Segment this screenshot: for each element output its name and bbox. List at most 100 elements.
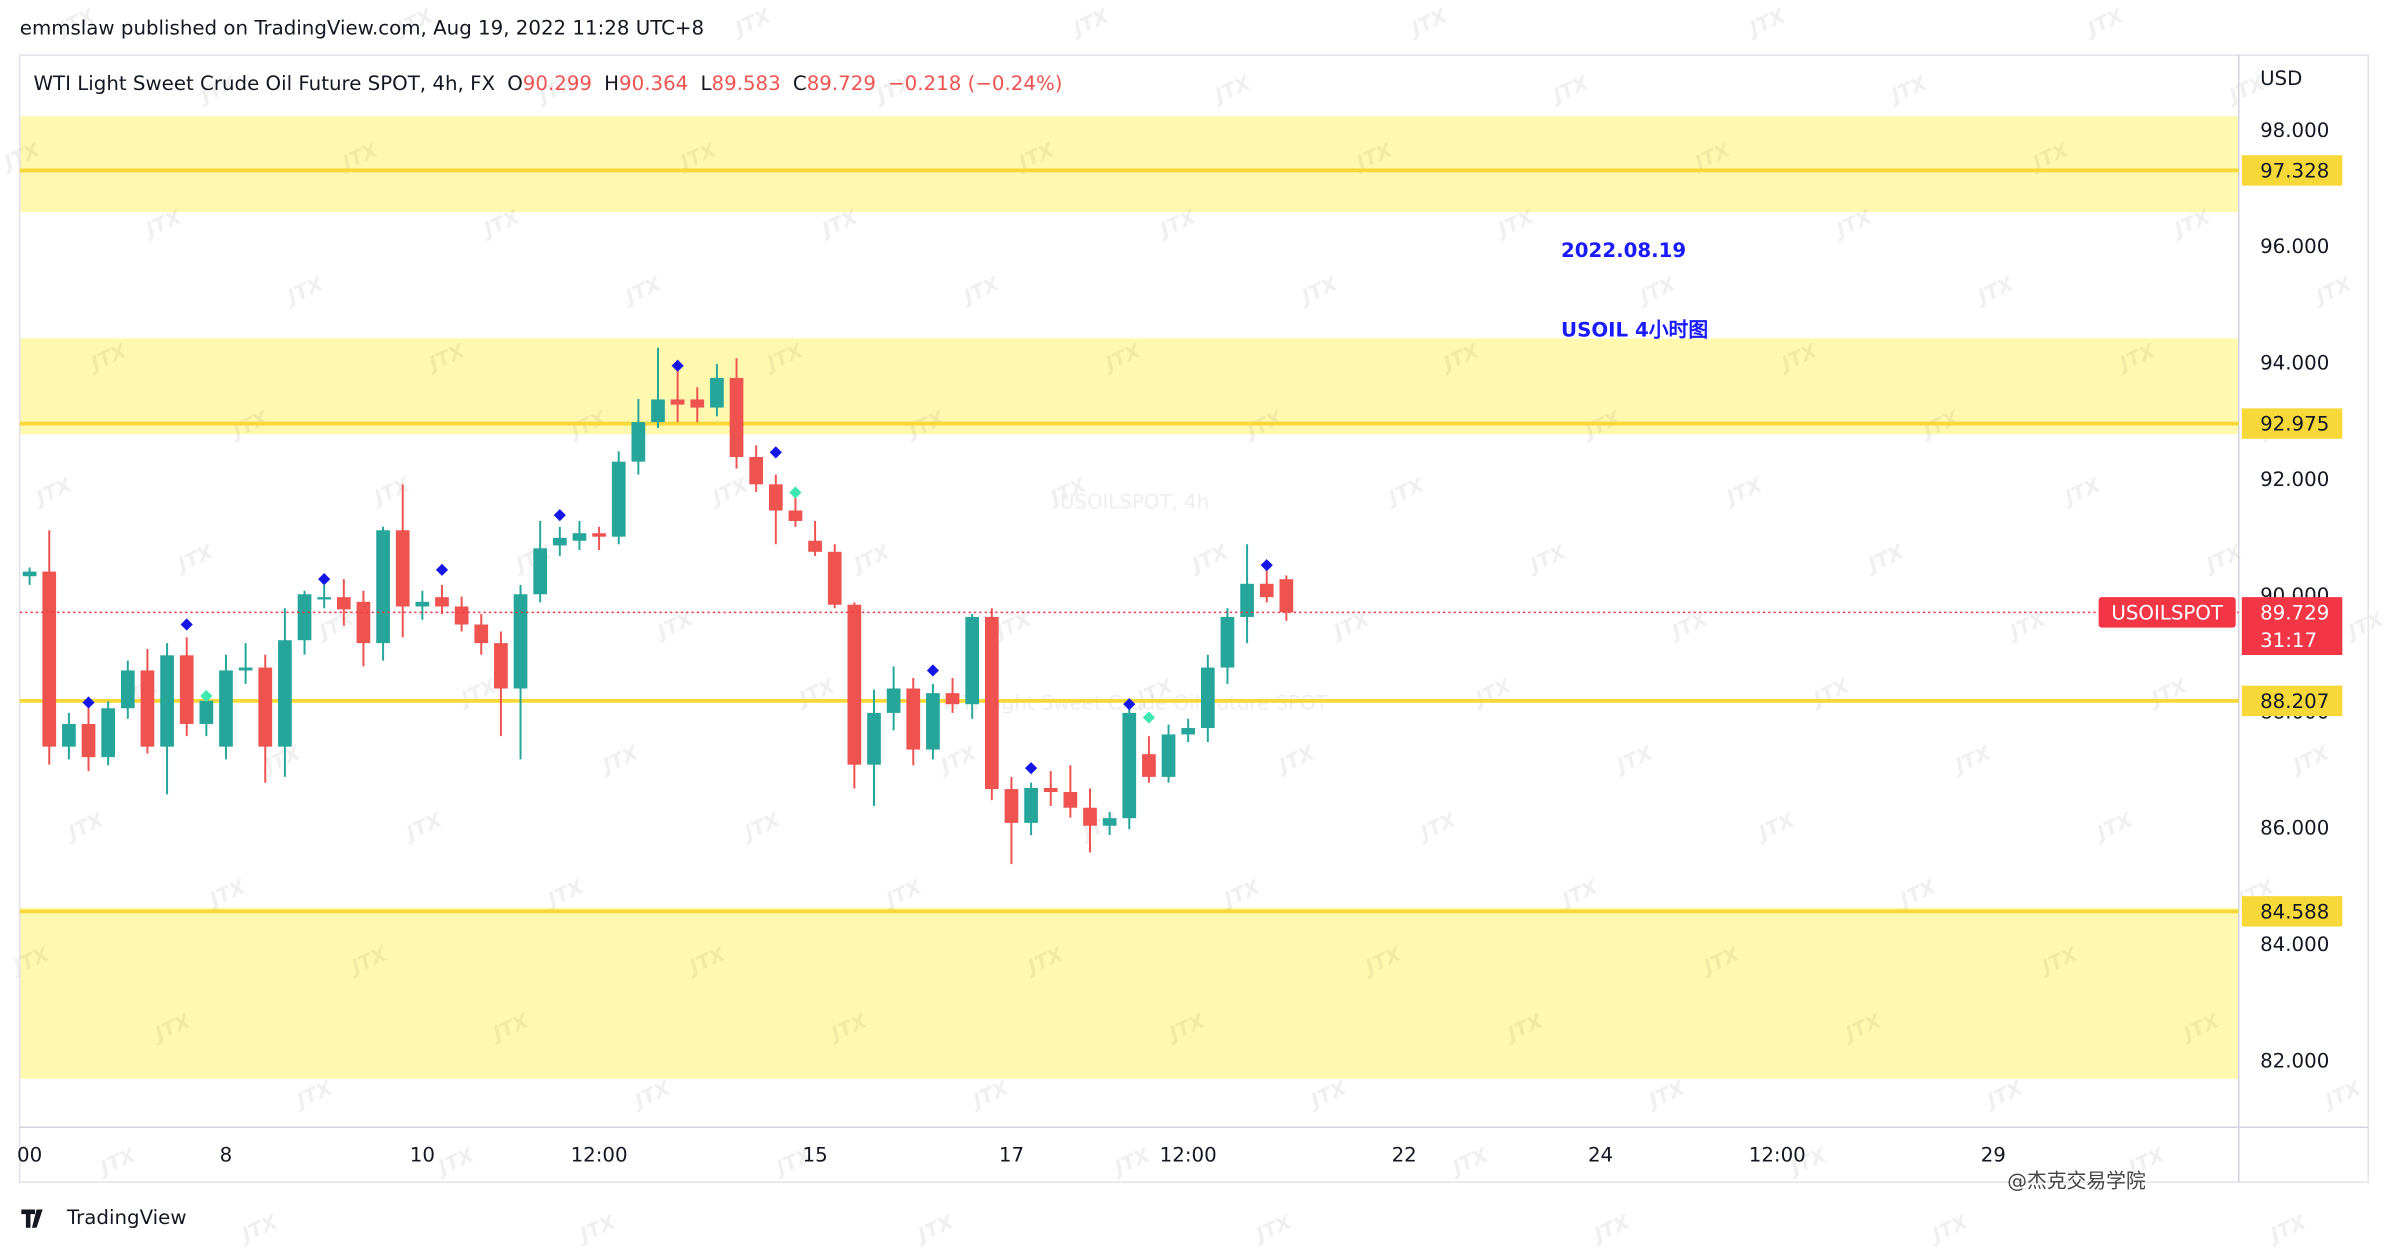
watermark-logo: JTX [1948, 741, 1996, 780]
x-tick-label: 12:00 [1160, 1144, 1217, 1167]
candle-body [278, 640, 292, 747]
chart-frame [19, 54, 2369, 1183]
candle-body [238, 667, 253, 671]
candle-body [631, 422, 646, 462]
y-tick-label: 82.000 [2260, 1049, 2329, 1072]
candle-body [179, 655, 194, 724]
watermark-logo: JTX [1861, 540, 1909, 579]
watermark-logo: JTX [431, 1143, 479, 1182]
watermark-logo: JTX [2318, 1076, 2366, 1115]
candle-body [1004, 789, 1019, 823]
symbol: WTI Light Sweet Crude Oil Future SPOT, 4… [34, 72, 496, 95]
candle-body [1063, 792, 1078, 808]
candle-body [513, 594, 528, 689]
x-tick-label: 12:00 [1749, 1144, 1806, 1167]
watermark-logo: JTX [651, 607, 699, 646]
watermark-logo: JTX [1304, 1076, 1352, 1115]
candle-body [415, 601, 430, 607]
ohlc-value: 90.364 [619, 72, 688, 95]
signal-marker [200, 689, 213, 703]
watermark-logo: JTX [628, 1076, 676, 1115]
candle-body [592, 533, 606, 537]
candle-body [81, 723, 96, 758]
watermark-logo: JTX [1208, 70, 1256, 109]
candle-body [1122, 712, 1137, 819]
candle-body [219, 670, 233, 747]
watermark-description: WTI Light Sweet Crude Oil Future SPOT [941, 691, 1328, 714]
signal-marker [553, 509, 566, 522]
watermark-logo: JTX [1642, 1076, 1690, 1115]
candle-body [454, 606, 469, 625]
signal-marker [1123, 698, 1136, 711]
zone [19, 116, 2239, 213]
watermark-logo: JTX [2286, 741, 2334, 780]
watermark-logo: JTX [2145, 674, 2193, 713]
watermark-logo: JTX [2309, 271, 2357, 310]
author: @杰克交易学院 [2007, 1170, 2146, 1193]
candle-body [906, 688, 921, 750]
candle-body [62, 723, 76, 747]
last-price-tag [2241, 597, 2343, 655]
candle-body [749, 457, 764, 485]
watermark-logo: JTX [93, 1143, 141, 1182]
watermark-logo: JTX [1295, 271, 1343, 310]
watermark-logo: JTX [596, 741, 644, 780]
watermark-logo: JTX [399, 808, 447, 847]
level-label: 88.207 [2260, 690, 2329, 713]
candle-body [1043, 787, 1058, 793]
y-tick-label: 84.000 [2260, 933, 2329, 956]
x-tick-label: 12:00 [571, 1144, 628, 1167]
watermark-logo: JTX [957, 271, 1005, 310]
watermark-logo: JTX [1414, 808, 1462, 847]
ohlc-label: H [604, 72, 619, 95]
watermark-logo: JTX [1382, 473, 1430, 512]
candle-body [435, 597, 449, 607]
annotation-title: USOIL 4小时图 [1561, 318, 1708, 341]
candle-body [768, 484, 783, 511]
zone [19, 907, 2239, 1079]
candle-body [1161, 734, 1176, 777]
watermark-logo: JTX [705, 473, 753, 512]
candle-body [258, 667, 273, 747]
candle-body [297, 594, 312, 641]
signal-marker [1024, 762, 1038, 775]
watermark-logo: JTX [1742, 3, 1790, 42]
watermark-logo: JTX [1555, 875, 1603, 914]
watermark-logo: JTX [911, 1210, 959, 1249]
candle-body [1102, 818, 1117, 826]
candle-body [886, 688, 901, 713]
watermark-logo: JTX [1446, 1143, 1494, 1182]
level-tag [2241, 408, 2343, 439]
watermark-logo: JTX [1633, 271, 1681, 310]
watermark-logo: JTX [1185, 540, 1233, 579]
candle-body [1200, 667, 1215, 729]
y-tick-label: 92.000 [2260, 468, 2329, 491]
watermark-logo: JTX [728, 3, 776, 42]
watermark-logo: JTX [61, 808, 109, 847]
ohlc-value: 89.583 [711, 72, 780, 95]
watermark-logo: JTX [29, 473, 77, 512]
level-label: 97.328 [2260, 159, 2329, 182]
watermark-logo: JTX [290, 1076, 338, 1115]
countdown: 31:17 [2260, 629, 2317, 652]
candle-body [1083, 807, 1097, 826]
y-tick-label: 98.000 [2260, 119, 2329, 142]
x-tick-label: 10 [410, 1144, 435, 1167]
candle-body [336, 597, 351, 610]
level-label: 84.588 [2260, 900, 2329, 923]
watermark-logo: JTX [235, 1210, 283, 1249]
change: −0.218 (−0.24%) [888, 72, 1062, 95]
level-label: 92.975 [2260, 413, 2329, 436]
watermark-logo: JTX [541, 875, 589, 914]
watermark-logo: JTX [1404, 3, 1452, 42]
candle-body [160, 655, 174, 747]
level-tag [2241, 896, 2343, 927]
candle-body [42, 571, 57, 747]
candle-body [926, 693, 940, 750]
candle-body [317, 597, 332, 600]
watermark-logo: JTX [1925, 1210, 1973, 1249]
candle-body [847, 604, 862, 765]
candle-body [533, 548, 548, 595]
candle-body [22, 571, 37, 577]
